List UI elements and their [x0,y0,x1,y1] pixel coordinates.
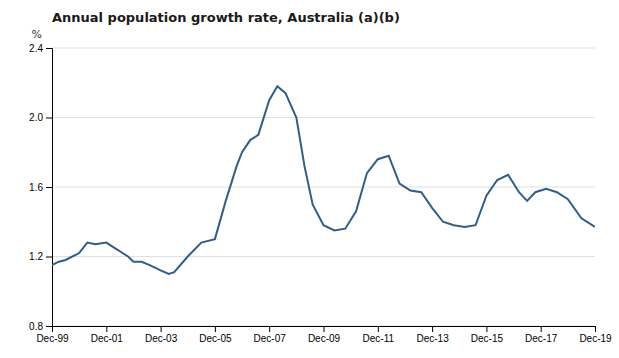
marks [52,86,595,274]
x-tick: Dec-03 [145,326,178,344]
x-tick: Dec-19 [579,326,612,344]
x-tick-mark [161,326,162,332]
x-tick-label: Dec-19 [579,333,612,344]
plot-area: Dec-99 Dec-01 Dec-03 Dec-05 Dec-07 Dec-09 Dec-… [29,43,612,344]
x-tick-label: Dec-11 [363,333,395,344]
y-tick-label: 2.0 [29,112,43,123]
x-tick-mark [269,326,270,332]
x-tick-label: Dec-07 [254,333,287,344]
y-tick-mark [46,118,52,119]
x-tick: Dec-13 [416,326,449,344]
grid-line [52,256,595,257]
y-tick: 1.6 [29,182,52,193]
y-tick: 2.4 [29,43,52,54]
x-tick-mark [378,326,379,332]
x-tick-mark [324,326,325,332]
x-tick-label: Dec-03 [145,333,178,344]
x-tick-label: Dec-05 [199,333,232,344]
x-tick-label: Dec-09 [308,333,341,344]
x-tick-mark [215,326,216,332]
x-tick-label: Dec-15 [471,333,504,344]
x-tick-mark [432,326,433,332]
x-tick-label: Dec-17 [525,333,558,344]
y-axis-label: % [32,28,42,41]
y-tick-label: 2.4 [29,43,43,54]
y-axis: 0.8 1.2 1.6 2.0 2.4 [29,43,52,332]
x-axis-line [53,327,596,333]
x-tick: Dec-11 [363,326,395,344]
y-tick-mark [46,326,52,327]
grid [52,48,595,326]
chart: Dec-99 Dec-01 Dec-03 Dec-05 Dec-07 Dec-09 Dec-… [0,0,619,358]
x-axis: Dec-99 Dec-01 Dec-03 Dec-05 Dec-07 Dec-09 Dec-… [36,326,612,344]
y-tick-label: 0.8 [29,321,43,332]
y-axis-line [46,49,53,327]
x-tick-mark [106,326,107,332]
x-tick-label: Dec-01 [91,333,124,344]
y-tick-label: 1.6 [29,182,43,193]
x-tick-mark [595,326,596,332]
x-tick: Dec-05 [199,326,232,344]
grid-line [52,48,595,49]
x-tick-mark [541,326,542,332]
y-tick-mark [46,48,52,49]
x-tick: Dec-17 [525,326,558,344]
y-tick: 2.0 [29,112,52,123]
y-tick-label: 1.2 [29,251,43,262]
x-tick: Dec-01 [91,326,124,344]
grid-line [52,187,595,188]
grid-line [52,117,595,118]
x-tick: Dec-09 [308,326,341,344]
x-tick-mark [486,326,487,332]
y-tick-mark [46,187,52,188]
x-tick-label: Dec-13 [416,333,449,344]
y-tick: 0.8 [29,321,52,332]
y-tick: 1.2 [29,251,52,262]
y-tick-mark [46,257,52,258]
title: Annual population growth rate, Australia… [52,10,400,25]
x-tick-label: Dec-99 [36,333,69,344]
x-tick: Dec-15 [471,326,504,344]
line [52,86,595,274]
x-tick: Dec-07 [254,326,287,344]
